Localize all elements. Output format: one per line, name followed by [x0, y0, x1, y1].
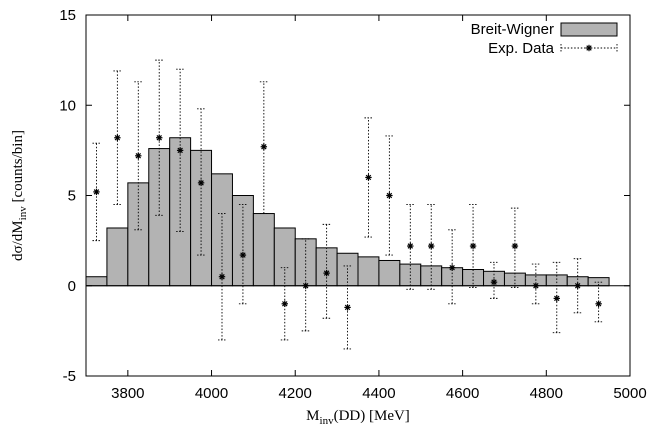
histogram-bar [315, 247, 338, 287]
data-point-marker [386, 192, 393, 199]
data-point-marker [93, 188, 100, 196]
data-point-marker [553, 295, 560, 302]
histogram-bar [85, 276, 108, 287]
legend-label-breit-wigner: Breit-Wigner [471, 21, 554, 38]
data-point [343, 265, 352, 350]
data-point-marker [344, 304, 351, 311]
histogram-bars [85, 137, 610, 287]
data-point-marker [135, 152, 142, 159]
data-point-marker [197, 179, 205, 187]
histogram-bar [294, 238, 317, 287]
data-point-marker [511, 242, 519, 250]
data-point [218, 213, 226, 341]
data-point-marker [239, 251, 247, 259]
data-point [406, 204, 415, 290]
data-point [197, 108, 206, 256]
histogram-bar [127, 182, 150, 287]
legend-swatch-exp-data [560, 44, 618, 52]
data-point [531, 263, 540, 305]
x-axis-label: Minv(DD) [MeV] [306, 408, 410, 427]
data-point-marker [490, 278, 498, 286]
histogram-bar [378, 259, 401, 287]
data-point-marker [156, 134, 163, 141]
data-point-marker [323, 269, 330, 277]
x-tick-label: 4000 [195, 385, 228, 402]
data-point-marker [574, 282, 581, 289]
y-tick-label: 15 [59, 7, 76, 24]
data-point [280, 267, 289, 341]
legend-marker [585, 44, 593, 52]
data-point [155, 59, 164, 216]
data-point [238, 204, 247, 305]
histogram-bar [106, 227, 129, 287]
data-point-marker [260, 143, 268, 150]
x-tick-label: 5000 [613, 385, 646, 402]
data-point [510, 207, 519, 289]
data-point [301, 238, 310, 332]
data-point-marker [407, 242, 414, 250]
data-point-marker [302, 282, 309, 289]
x-tick-label: 4800 [530, 385, 563, 402]
data-point [385, 135, 394, 256]
x-tick-label: 3800 [111, 385, 144, 402]
data-point [364, 117, 373, 238]
data-point [552, 261, 561, 334]
data-point-marker [176, 147, 184, 154]
histogram-bar [252, 213, 275, 287]
legend: Breit-Wigner Exp. Data [471, 21, 618, 57]
data-point-marker [469, 242, 477, 250]
data-point [573, 258, 582, 314]
data-point [490, 261, 498, 299]
data-point-marker [428, 242, 435, 250]
data-point [469, 204, 478, 289]
y-axis-label: dσ/dMinv [counts/bin] [10, 130, 29, 261]
data-point-marker [218, 273, 226, 280]
data-point [594, 281, 603, 323]
x-tick-label: 4200 [279, 385, 312, 402]
data-point [176, 68, 185, 233]
data-point-marker [281, 300, 288, 307]
data-point-marker [532, 282, 540, 289]
y-tick-label: -5 [63, 368, 76, 385]
x-tick-label: 4600 [446, 385, 479, 402]
data-point [134, 81, 143, 231]
data-point [448, 229, 457, 305]
data-point [92, 142, 101, 242]
y-tick-label: 5 [68, 188, 76, 205]
error-bars [92, 59, 603, 350]
y-tick-label: 0 [68, 278, 76, 295]
legend-swatch-breit-wigner [560, 22, 618, 37]
y-tick-label: 10 [59, 97, 76, 114]
data-point [259, 81, 268, 215]
data-point [113, 70, 122, 205]
axis-ticks: 3800 4000 4200 4400 4600 4800 5000 -5 0 5 10 15 [59, 7, 646, 402]
data-point [322, 223, 331, 319]
data-point-marker [595, 300, 602, 307]
data-point-marker [114, 134, 121, 141]
x-tick-label: 4400 [362, 385, 395, 402]
histogram-bar [357, 256, 380, 287]
data-point [427, 204, 436, 290]
data-point-marker [448, 264, 456, 271]
legend-label-exp-data: Exp. Data [488, 40, 555, 57]
data-point-marker [365, 174, 372, 181]
